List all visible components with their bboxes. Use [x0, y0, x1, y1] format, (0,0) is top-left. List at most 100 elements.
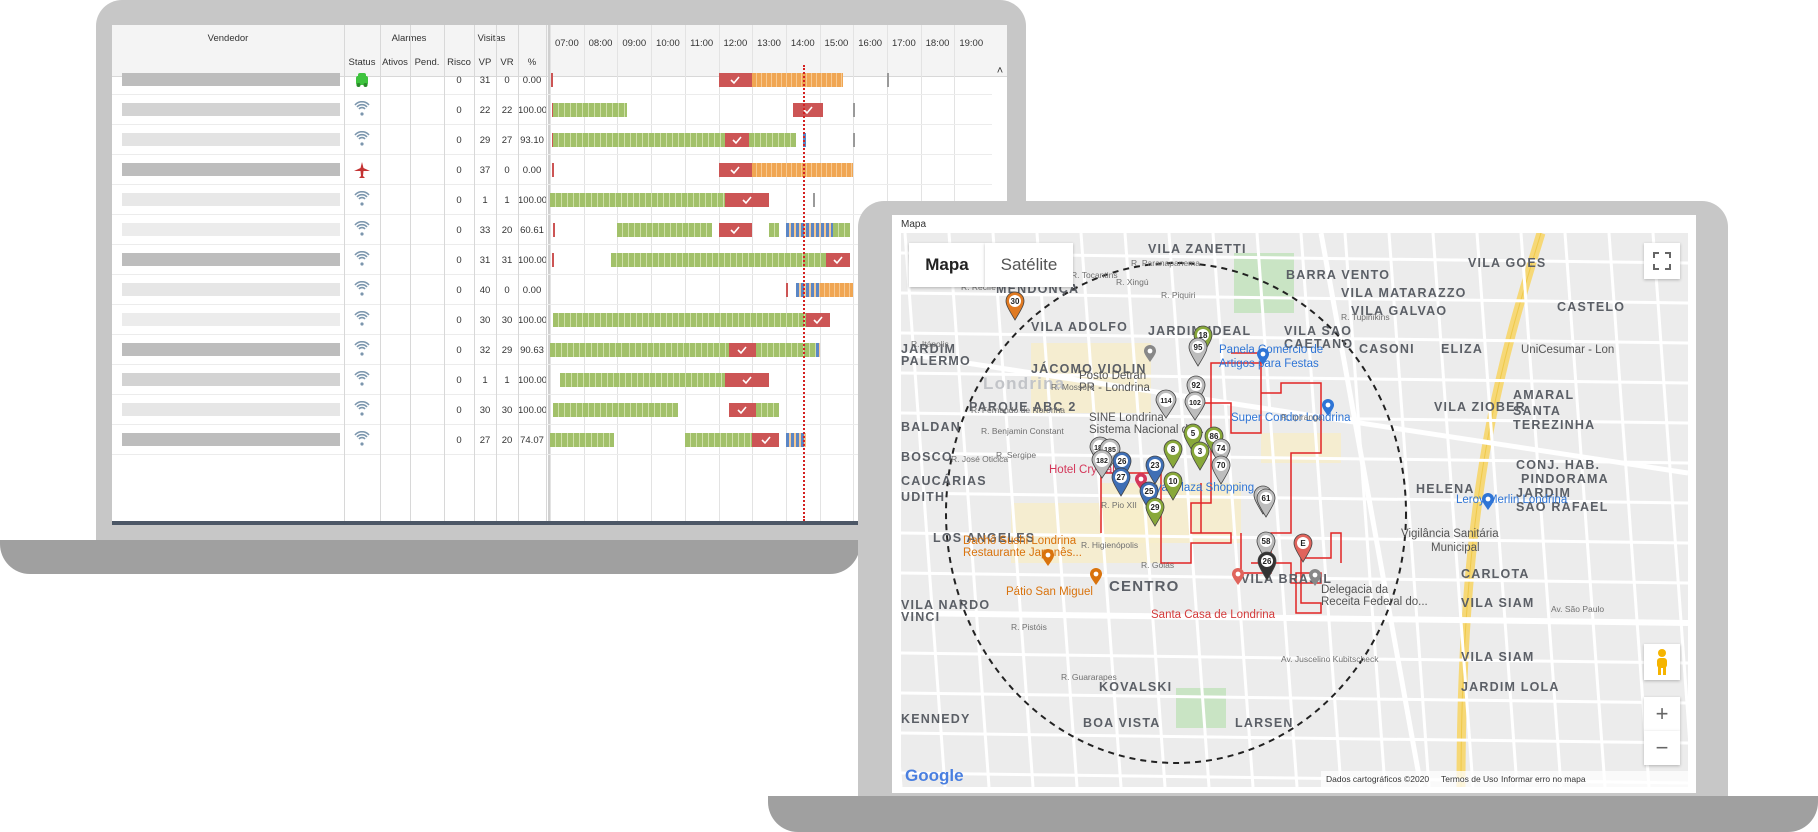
street-view-pegman[interactable] — [1644, 644, 1680, 680]
visit-check-marker[interactable] — [806, 313, 830, 327]
visit-marker[interactable]: 95 — [1188, 337, 1208, 367]
timeline-segment — [752, 163, 854, 177]
seller-name-redacted — [122, 343, 340, 356]
district-label: PALERMO — [901, 354, 971, 368]
visit-marker[interactable]: 114 — [1155, 389, 1177, 419]
poi-pin-icon[interactable] — [1321, 399, 1335, 417]
poi-pin-icon[interactable] — [1256, 348, 1270, 366]
district-label: AMARAL — [1513, 388, 1575, 402]
visit-check-marker[interactable] — [725, 373, 770, 387]
scroll-up-arrow[interactable]: ˄ — [996, 65, 1004, 77]
map-panel-title: Mapa — [901, 219, 927, 230]
risco-value: 0 — [456, 435, 462, 446]
visit-check-marker[interactable] — [718, 73, 753, 87]
table-row[interactable]: 0 27 20 74.07 — [112, 425, 992, 455]
table-row[interactable]: 0 32 29 90.63 — [112, 335, 992, 365]
visit-marker[interactable]: 27 — [1111, 467, 1131, 497]
seller-name-redacted — [122, 163, 340, 176]
table-row[interactable]: 0 33 20 60.61 — [112, 215, 992, 245]
visit-marker[interactable]: 5 — [1183, 423, 1203, 453]
table-row[interactable]: 0 22 22 100.00 — [112, 95, 992, 125]
zoom-in-button[interactable]: + — [1644, 697, 1680, 731]
table-row[interactable]: 0 40 0 0.00 — [112, 275, 992, 305]
visit-marker[interactable]: 8 — [1163, 439, 1183, 469]
pct-value: 0.00 — [522, 75, 542, 86]
tab-map[interactable]: Mapa — [909, 243, 985, 287]
vp-value: 22 — [479, 105, 491, 116]
table-row[interactable]: 0 31 31 100.00 — [112, 245, 992, 275]
visit-check-marker[interactable] — [826, 253, 850, 267]
dashboard-screen: Vendedor Alarmes Visitas Status Ativos P… — [112, 25, 1007, 525]
svg-text:102: 102 — [1189, 400, 1201, 407]
poi-pin-icon[interactable] — [1089, 568, 1103, 586]
visit-marker[interactable]: 3 — [1190, 441, 1210, 471]
risco-value: 0 — [456, 285, 462, 296]
table-row[interactable]: 0 1 1 100.00 — [112, 365, 992, 395]
poi-pin-icon[interactable] — [1134, 473, 1148, 491]
poi-pin-icon[interactable] — [1308, 569, 1322, 587]
visit-marker[interactable]: 86 — [1204, 426, 1224, 456]
poi-pin-icon[interactable] — [1041, 549, 1055, 567]
header-risco: Risco — [447, 57, 471, 68]
visit-marker[interactable]: 182 — [1091, 449, 1113, 479]
district-label: VILA MATARAZZO — [1341, 286, 1467, 300]
table-row[interactable]: 0 30 30 100.00 — [112, 395, 992, 425]
street-label: R. Paranapanema — [1131, 258, 1200, 268]
report-error-link[interactable]: Informar erro no mapa — [1501, 774, 1586, 784]
table-row[interactable]: 0 37 0 0.00 — [112, 155, 992, 185]
visit-check-marker[interactable] — [725, 133, 749, 147]
seller-name-redacted — [122, 133, 340, 146]
visit-check-marker[interactable] — [718, 223, 753, 237]
visit-marker[interactable]: 70 — [1211, 455, 1231, 485]
visit-check-marker[interactable] — [752, 433, 780, 447]
terms-link[interactable]: Termos de Uso — [1441, 774, 1499, 784]
vr-value: 31 — [501, 255, 513, 266]
street-label: R. Sergipe — [996, 450, 1037, 460]
visit-marker[interactable]: 61 — [1256, 488, 1276, 518]
visit-marker[interactable]: 26 — [1257, 551, 1277, 581]
table-row[interactable]: 0 1 1 100.00 — [112, 185, 992, 215]
tab-satellite[interactable]: Satélite — [985, 243, 1073, 287]
street-label: R. Higienópolis — [1081, 540, 1139, 550]
district-label: CASTELO — [1557, 300, 1626, 314]
visit-marker[interactable]: 29 — [1145, 497, 1165, 527]
poi-pin-icon[interactable] — [1481, 493, 1495, 511]
visit-marker[interactable]: 30 — [1005, 291, 1025, 321]
visit-check-marker[interactable] — [725, 193, 770, 207]
street-label: R. Pistóis — [1011, 622, 1047, 632]
timeline-segment — [552, 163, 555, 177]
district-label: PINDORAMA — [1521, 472, 1609, 486]
visit-marker[interactable]: 92 — [1186, 375, 1206, 405]
visit-marker[interactable]: E — [1293, 533, 1313, 563]
visit-marker[interactable]: 58 — [1256, 531, 1276, 561]
svg-text:5: 5 — [1191, 429, 1196, 438]
visit-marker[interactable]: 102 — [1184, 391, 1206, 421]
pct-value: 93.10 — [520, 135, 544, 146]
street-label: R. Ipiranga — [1281, 412, 1323, 422]
poi-pin-icon[interactable] — [1143, 345, 1157, 363]
visit-marker[interactable]: 25 — [1139, 481, 1159, 511]
visit-marker[interactable]: 74 — [1211, 438, 1231, 468]
zoom-out-button[interactable]: − — [1644, 731, 1680, 765]
visit-check-marker[interactable] — [718, 163, 753, 177]
check-icon — [826, 253, 850, 267]
visit-check-marker[interactable] — [792, 103, 823, 117]
risco-value: 0 — [456, 345, 462, 356]
map-viewport[interactable]: VILA ZANETTI BARRA VENTO VILA GOES MENDONÇA… — [901, 233, 1688, 787]
table-row[interactable]: 0 29 27 93.10 — [112, 125, 992, 155]
poi-label: Hotel Crystal — [1049, 464, 1115, 476]
svg-text:95: 95 — [1194, 343, 1203, 352]
svg-text:26: 26 — [1263, 557, 1272, 566]
visit-marker[interactable]: 10 — [1163, 471, 1183, 501]
visit-marker[interactable]: 23 — [1145, 455, 1165, 485]
table-row[interactable]: 0 31 0 0.00 — [112, 65, 992, 95]
visit-marker[interactable]: 26 — [1112, 451, 1132, 481]
poi-pin-icon[interactable] — [1231, 568, 1245, 586]
table-row[interactable]: 0 30 30 100.00 — [112, 305, 992, 335]
hour-divider — [684, 25, 686, 521]
table-bottom-bar — [112, 521, 1007, 525]
district-label: JARDIM — [1516, 486, 1572, 500]
visit-check-marker[interactable] — [728, 343, 756, 357]
visit-check-marker[interactable] — [728, 403, 756, 417]
fullscreen-button[interactable] — [1644, 243, 1680, 279]
